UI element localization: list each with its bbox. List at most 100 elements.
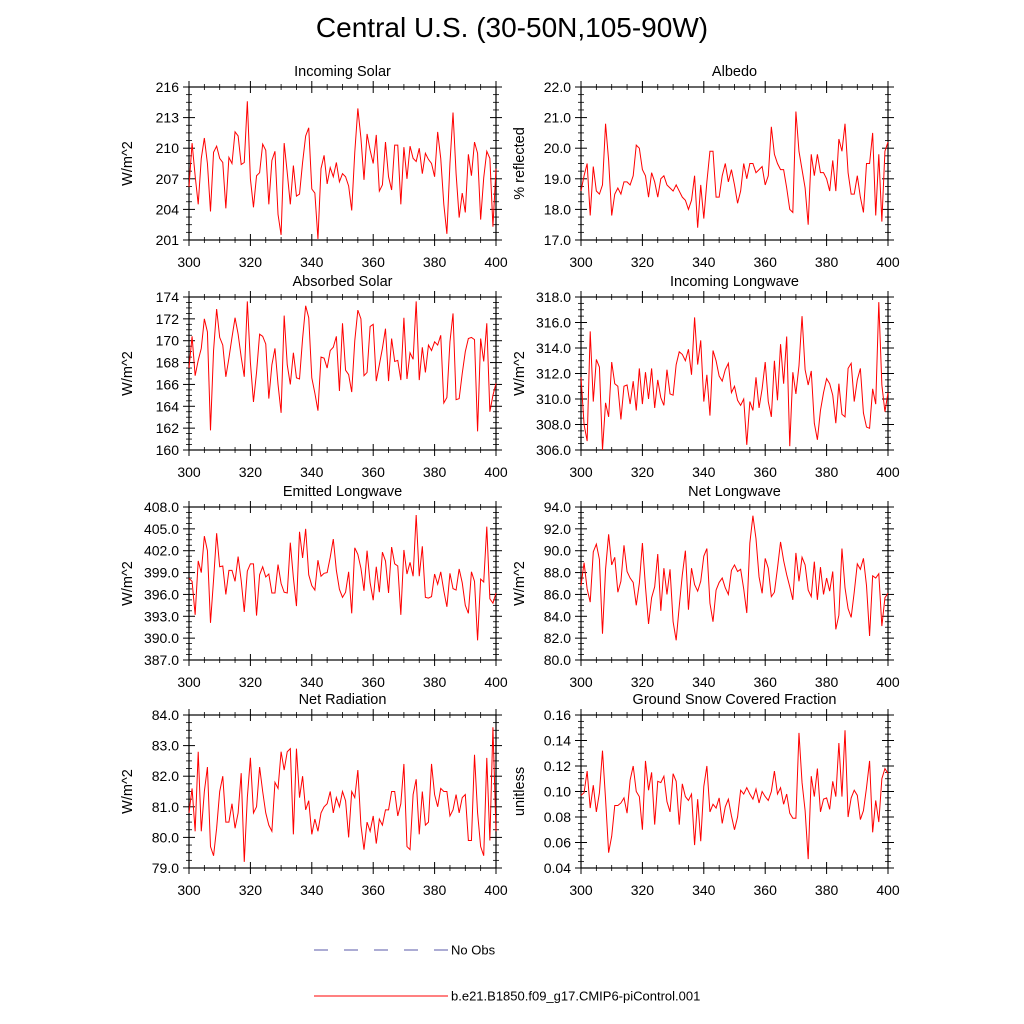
x-tick-label: 380 xyxy=(815,882,839,898)
y-tick-label: 306.0 xyxy=(536,442,571,458)
x-tick-label: 340 xyxy=(692,674,716,690)
x-tick-label: 340 xyxy=(692,882,716,898)
x-tick-label: 400 xyxy=(876,254,900,270)
y-axis-label: W/m^2 xyxy=(120,351,136,396)
x-tick-label: 300 xyxy=(177,254,201,270)
x-tick-label: 320 xyxy=(239,882,263,898)
x-tick-label: 400 xyxy=(484,254,508,270)
panel-net-longwave: Net Longwave W/m^2 80.0 82.0 84.0 86.0 88.0 90.… xyxy=(512,484,900,690)
y-tick-label: 396.0 xyxy=(144,586,179,602)
y-tick-label: 316.0 xyxy=(536,315,571,331)
figure-title: Central U.S. (30-50N,105-90W) xyxy=(315,12,709,43)
x-tick-label: 320 xyxy=(239,464,263,480)
series-line xyxy=(188,301,497,432)
series-line xyxy=(580,730,889,860)
y-tick-label: 83.0 xyxy=(152,738,179,754)
x-tick-label: 300 xyxy=(569,674,593,690)
y-tick-label: 318.0 xyxy=(536,289,571,305)
y-tick-label: 0.08 xyxy=(544,809,571,825)
y-tick-label: 18.0 xyxy=(544,201,571,217)
x-tick-label: 360 xyxy=(362,254,386,270)
series-line xyxy=(188,727,497,862)
y-tick-label: 168 xyxy=(156,355,180,371)
y-tick-label: 90.0 xyxy=(544,543,571,559)
x-tick-label: 340 xyxy=(300,254,324,270)
x-tick-label: 320 xyxy=(631,464,655,480)
x-tick-label: 400 xyxy=(876,674,900,690)
panel-incoming-solar: Incoming Solar W/m^2 201 204 207 210 213 216 300… xyxy=(120,64,508,270)
y-tick-label: 166 xyxy=(156,376,180,392)
y-tick-label: 21.0 xyxy=(544,110,571,126)
x-tick-label: 360 xyxy=(362,674,386,690)
y-tick-label: 0.06 xyxy=(544,835,571,851)
y-tick-label: 162 xyxy=(156,420,180,436)
y-tick-label: 402.0 xyxy=(144,543,179,559)
x-tick-label: 360 xyxy=(754,674,778,690)
x-tick-label: 320 xyxy=(631,882,655,898)
y-axis-label: W/m^2 xyxy=(120,141,136,186)
x-tick-label: 340 xyxy=(692,254,716,270)
x-tick-label: 340 xyxy=(300,674,324,690)
y-tick-label: 310.0 xyxy=(536,391,571,407)
y-tick-label: 308.0 xyxy=(536,417,571,433)
legend-model-label: b.e21.B1850.f09_g17.CMIP6-piControl.001 xyxy=(451,989,700,1004)
y-tick-label: 387.0 xyxy=(144,652,179,668)
y-tick-label: 399.0 xyxy=(144,565,179,581)
series-line xyxy=(188,514,497,641)
y-axis-label: W/m^2 xyxy=(120,561,136,606)
y-axis-label: % reflected xyxy=(512,127,528,200)
y-tick-label: 86.0 xyxy=(544,586,571,602)
panel-title: Incoming Solar xyxy=(294,64,391,80)
x-tick-label: 360 xyxy=(754,882,778,898)
y-tick-label: 312.0 xyxy=(536,366,571,382)
y-tick-label: 314.0 xyxy=(536,340,571,356)
x-tick-label: 380 xyxy=(423,254,447,270)
y-tick-label: 92.0 xyxy=(544,521,571,537)
y-tick-label: 164 xyxy=(156,398,180,414)
x-tick-label: 340 xyxy=(300,882,324,898)
y-tick-label: 81.0 xyxy=(152,799,179,815)
plot-frame xyxy=(580,86,889,241)
y-tick-label: 88.0 xyxy=(544,565,571,581)
panel-title: Absorbed Solar xyxy=(293,274,393,290)
x-tick-label: 360 xyxy=(754,254,778,270)
panel-incoming-longwave: Incoming Longwave W/m^2 306.0 308.0 310.0 312… xyxy=(512,274,900,480)
x-tick-label: 400 xyxy=(876,882,900,898)
y-tick-label: 174 xyxy=(156,289,180,305)
x-tick-label: 360 xyxy=(362,464,386,480)
y-tick-label: 94.0 xyxy=(544,499,571,515)
x-tick-label: 380 xyxy=(423,882,447,898)
y-tick-label: 201 xyxy=(156,232,180,248)
x-tick-label: 400 xyxy=(876,464,900,480)
y-tick-label: 82.0 xyxy=(152,768,179,784)
y-tick-label: 210 xyxy=(156,140,180,156)
panel-title: Incoming Longwave xyxy=(670,274,799,290)
y-tick-label: 17.0 xyxy=(544,232,571,248)
x-tick-label: 300 xyxy=(569,464,593,480)
series-line xyxy=(580,302,889,451)
y-tick-label: 207 xyxy=(156,171,180,187)
x-tick-label: 360 xyxy=(362,882,386,898)
panel-emitted-longwave: Emitted Longwave W/m^2 387.0 390.0 393.0 396.… xyxy=(120,484,508,690)
y-axis-label: unitless xyxy=(512,767,528,816)
x-tick-label: 320 xyxy=(239,254,263,270)
y-tick-label: 19.0 xyxy=(544,171,571,187)
y-tick-label: 204 xyxy=(156,201,180,217)
y-tick-label: 405.0 xyxy=(144,521,179,537)
y-tick-label: 84.0 xyxy=(152,707,179,723)
x-tick-label: 380 xyxy=(815,674,839,690)
series-line xyxy=(580,515,889,641)
panel-title: Emitted Longwave xyxy=(283,484,402,500)
panel-title: Net Longwave xyxy=(688,484,781,500)
y-tick-label: 170 xyxy=(156,333,180,349)
panel-title: Net Radiation xyxy=(299,692,387,708)
y-tick-label: 84.0 xyxy=(544,608,571,624)
y-tick-label: 408.0 xyxy=(144,499,179,515)
x-tick-label: 300 xyxy=(569,882,593,898)
y-axis-label: W/m^2 xyxy=(120,769,136,814)
panel-title: Albedo xyxy=(712,64,757,80)
y-tick-label: 216 xyxy=(156,79,180,95)
x-tick-label: 340 xyxy=(692,464,716,480)
plot-frame xyxy=(580,296,889,451)
x-tick-label: 300 xyxy=(177,464,201,480)
